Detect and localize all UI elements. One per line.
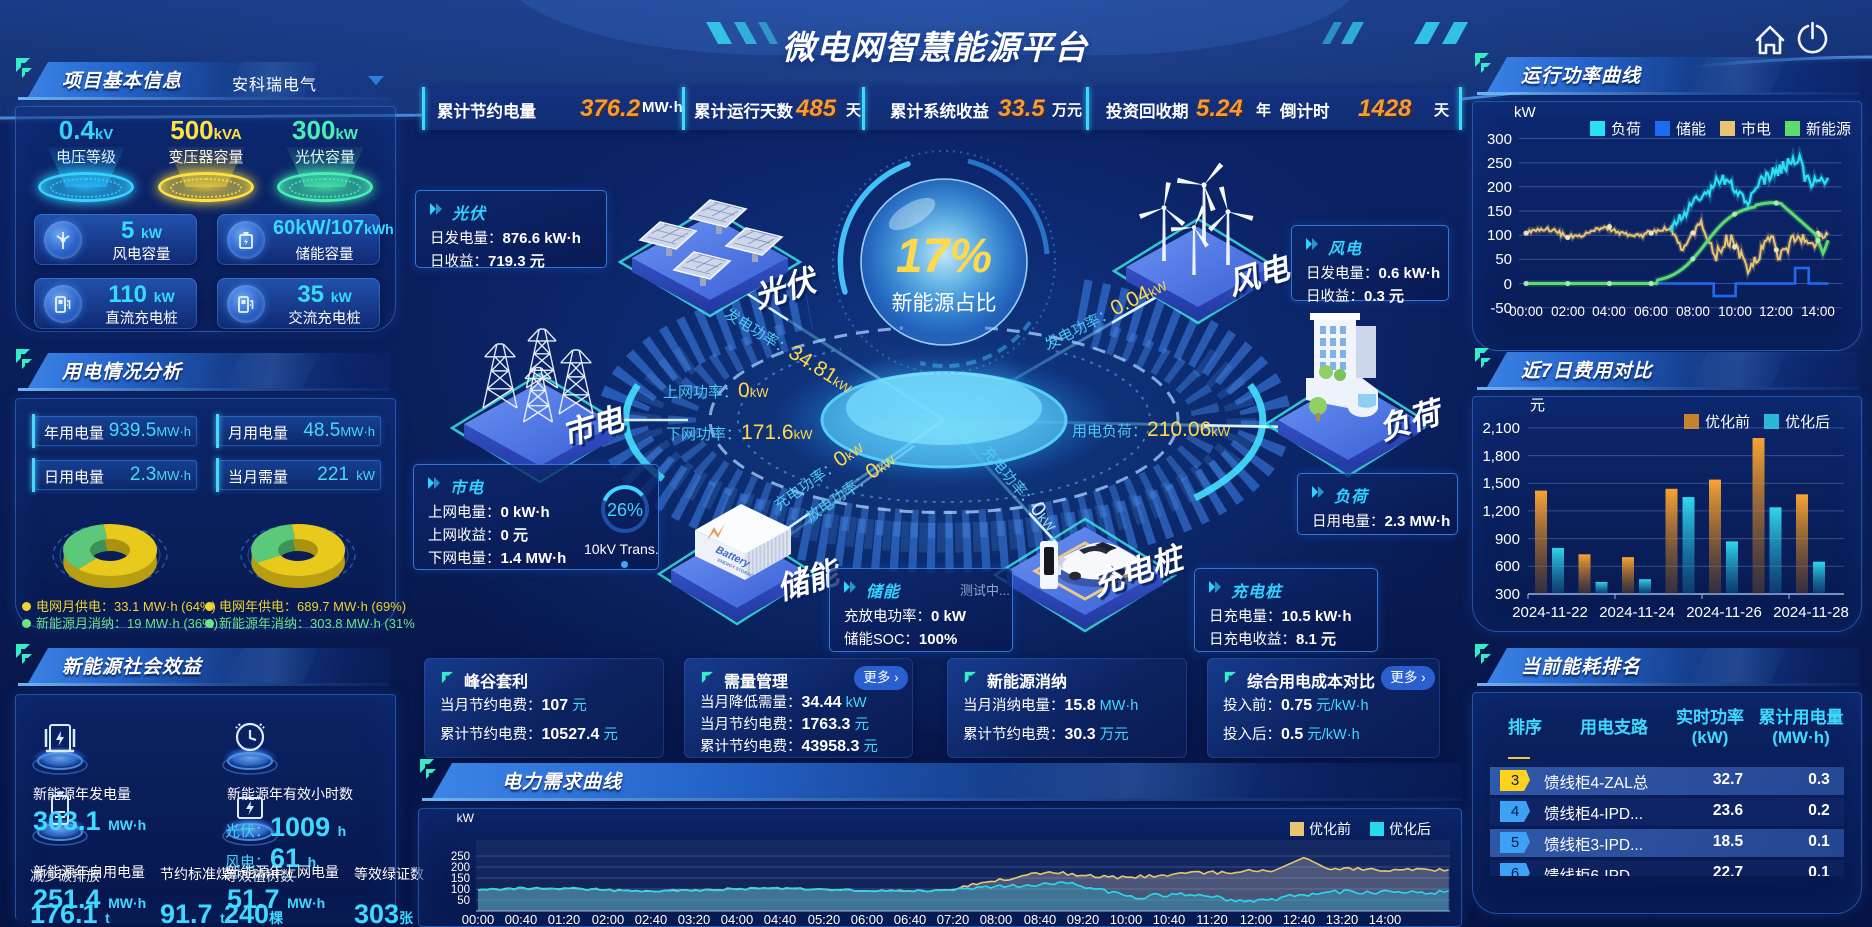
svg-text:02:40: 02:40 (635, 912, 668, 927)
svg-text:优化前: 优化前 (1309, 821, 1351, 837)
svg-text:新能源占比: 新能源占比 (892, 292, 997, 315)
svg-text:100: 100 (1487, 227, 1512, 244)
svg-text:负荷: 负荷 (1611, 121, 1641, 138)
svg-text:00:00: 00:00 (1509, 304, 1543, 319)
svg-text:1,800: 1,800 (1482, 448, 1520, 465)
svg-text:负荷: 负荷 (1375, 394, 1449, 447)
svg-text:新能源: 新能源 (1806, 121, 1851, 138)
svg-text:50: 50 (457, 895, 470, 907)
svg-text:03:20: 03:20 (678, 912, 711, 927)
svg-text:00:00: 00:00 (462, 912, 495, 927)
svg-text:09:20: 09:20 (1067, 912, 1100, 927)
svg-text:12:00: 12:00 (1759, 304, 1793, 319)
svg-text:150: 150 (1487, 203, 1512, 220)
svg-text:2,100: 2,100 (1482, 420, 1520, 437)
svg-text:12:40: 12:40 (1283, 912, 1316, 927)
svg-text:04:40: 04:40 (764, 912, 797, 927)
svg-text:2024-11-28: 2024-11-28 (1773, 604, 1849, 621)
svg-text:06:00: 06:00 (1634, 304, 1668, 319)
svg-text:600: 600 (1495, 558, 1520, 575)
svg-text:10:00: 10:00 (1110, 912, 1143, 927)
svg-text:10:40: 10:40 (1153, 912, 1186, 927)
svg-text:10:00: 10:00 (1718, 304, 1752, 319)
svg-text:1,200: 1,200 (1482, 503, 1520, 520)
svg-text:200: 200 (451, 862, 470, 874)
svg-text:1,500: 1,500 (1482, 475, 1520, 492)
svg-text:50: 50 (1495, 251, 1512, 268)
svg-text:2024-11-24: 2024-11-24 (1599, 604, 1675, 621)
svg-text:26%: 26% (607, 500, 643, 520)
svg-text:13:20: 13:20 (1326, 912, 1359, 927)
svg-text:优化前: 优化前 (1705, 414, 1750, 431)
svg-text:07:20: 07:20 (937, 912, 970, 927)
svg-text:14:00: 14:00 (1369, 912, 1402, 927)
svg-text:元: 元 (1530, 398, 1545, 414)
svg-text:-50: -50 (1490, 300, 1512, 317)
svg-text:250: 250 (451, 851, 470, 863)
svg-text:300: 300 (1487, 131, 1512, 148)
svg-text:150: 150 (451, 873, 470, 885)
svg-text:08:40: 08:40 (1024, 912, 1057, 927)
svg-text:00:40: 00:40 (505, 912, 538, 927)
svg-text:300: 300 (1495, 586, 1520, 603)
svg-text:2024-11-22: 2024-11-22 (1512, 604, 1588, 621)
svg-text:04:00: 04:00 (1592, 304, 1626, 319)
svg-text:2024-11-26: 2024-11-26 (1686, 604, 1762, 621)
svg-text:100: 100 (451, 884, 470, 896)
svg-text:06:00: 06:00 (851, 912, 884, 927)
svg-text:0: 0 (1504, 276, 1512, 293)
svg-text:优化后: 优化后 (1389, 821, 1431, 837)
svg-text:05:20: 05:20 (808, 912, 841, 927)
svg-text:12:00: 12:00 (1240, 912, 1273, 927)
svg-text:08:00: 08:00 (980, 912, 1013, 927)
svg-text:储能: 储能 (1676, 121, 1706, 138)
svg-text:250: 250 (1487, 155, 1512, 172)
svg-text:01:20: 01:20 (548, 912, 581, 927)
svg-text:优化后: 优化后 (1785, 414, 1830, 431)
svg-text:02:00: 02:00 (592, 912, 625, 927)
svg-text:kW: kW (1514, 104, 1537, 121)
svg-text:04:00: 04:00 (721, 912, 754, 927)
svg-text:17%: 17% (896, 230, 992, 283)
svg-text:市电: 市电 (1741, 121, 1771, 138)
svg-text:02:00: 02:00 (1551, 304, 1585, 319)
svg-text:kW: kW (457, 812, 475, 825)
svg-text:08:00: 08:00 (1676, 304, 1710, 319)
svg-text:900: 900 (1495, 531, 1520, 548)
svg-text:14:00: 14:00 (1801, 304, 1835, 319)
svg-text:200: 200 (1487, 179, 1512, 196)
svg-text:11:20: 11:20 (1196, 912, 1228, 927)
svg-text:06:40: 06:40 (894, 912, 927, 927)
